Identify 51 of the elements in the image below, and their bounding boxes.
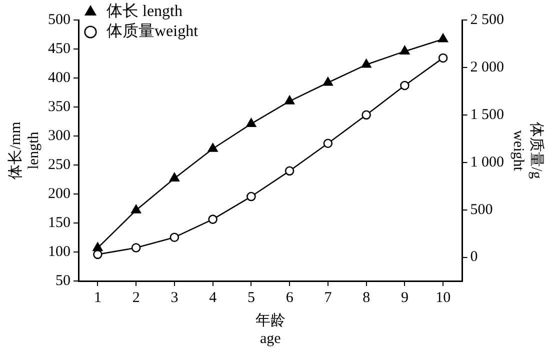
point [93,250,102,260]
point [208,214,218,224]
y-tick-label: 150 [48,214,70,231]
y-tick-label: 500 [48,12,70,28]
point [169,172,180,182]
point [400,46,410,54]
point [208,143,218,152]
x-tick-label: 9 [400,290,408,306]
point [362,110,371,120]
x-tick-label: 10 [436,290,451,306]
point [92,242,103,252]
y-tick-label: 100 [48,244,70,260]
y2-tick-label: 1 500 [470,106,504,123]
y-tick-label: 50 [56,272,70,289]
x-tick-label: 7 [324,290,332,306]
point [400,80,410,90]
point [322,76,333,86]
y2-axis-title: 体质量/g weight [510,122,546,180]
x-tick-label: 2 [132,290,140,306]
point [361,59,372,68]
y-tick-label: 300 [48,128,70,144]
point [246,118,256,127]
x-tick-label: 3 [170,290,178,306]
point [438,33,448,42]
point [284,166,294,176]
legend-label: 体长 length [106,2,182,20]
y-tick-label: 250 [48,156,70,173]
x-axis-title: 年龄 age [255,312,286,347]
x-tick-label: 1 [94,290,102,306]
x-tick-label: 5 [247,290,255,306]
x-tick-label: 8 [362,290,370,306]
point [323,138,333,148]
point [170,232,180,242]
y-axis-title: 体长/mm length [6,121,42,180]
y2-tick-label: 500 [470,202,493,218]
x-tick-label: 6 [286,290,294,306]
point [131,204,142,214]
y-tick-label: 400 [48,70,70,86]
point [131,243,141,252]
y-tick-label: 200 [48,186,70,202]
point [246,192,256,202]
y2-tick-label: 0 [470,249,478,266]
y2-tick-label: 2 500 [470,12,504,28]
legend-label: 体质量weight [106,22,199,40]
x-tick-label: 4 [209,290,218,306]
y-tick-label: 350 [48,98,70,115]
y-tick-label: 450 [48,40,70,57]
y2-tick-label: 2 000 [470,59,504,76]
point [284,96,295,104]
point [438,53,448,63]
y2-tick-label: 1 000 [470,154,504,170]
